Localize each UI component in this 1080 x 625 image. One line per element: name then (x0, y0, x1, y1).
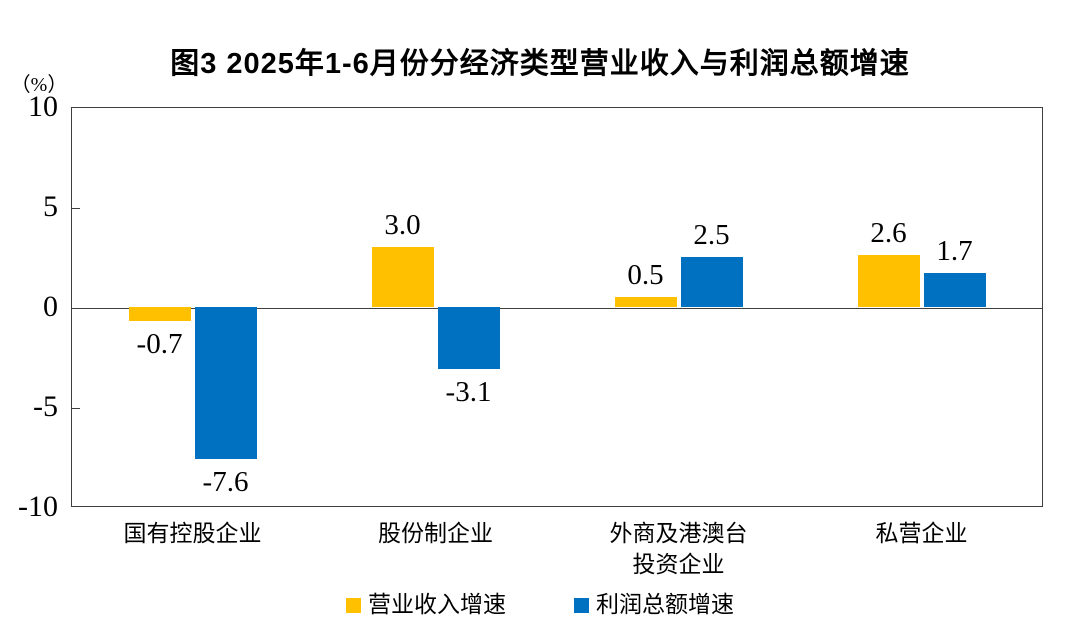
y-tick-label: 5 (43, 190, 58, 223)
zero-gridline (72, 308, 1042, 309)
y-tick-label: 0 (43, 290, 58, 323)
legend-label: 利润总额增速 (596, 592, 734, 617)
bar-value-label: 1.7 (936, 235, 973, 267)
category-label: 股份制企业 (378, 521, 493, 546)
bar-营业收入增速 (857, 255, 920, 307)
bar-value-label: 2.6 (870, 217, 907, 249)
chart-title: 图3 2025年1-6月份分经济类型营业收入与利润总额增速 (170, 48, 910, 80)
bar-营业收入增速 (128, 307, 191, 321)
legend-swatch (346, 597, 361, 613)
legend-item: 营业收入增速 (346, 592, 506, 618)
category-label: 外商及港澳台 投资企业 (609, 521, 748, 577)
y-tick-mark (72, 408, 80, 409)
bar-利润总额增速 (194, 307, 257, 459)
bar-利润总额增速 (923, 273, 986, 307)
legend: 营业收入增速 利润总额增速 (0, 592, 1080, 618)
bar-营业收入增速 (371, 247, 434, 307)
category-label: 国有控股企业 (123, 521, 262, 546)
bar-value-label: 3.0 (384, 209, 421, 241)
legend-item: 利润总额增速 (574, 592, 734, 618)
y-tick-mark (72, 208, 80, 209)
category-label: 私营企业 (875, 521, 968, 546)
bar-value-label: 0.5 (627, 259, 664, 291)
bar-value-label: 2.5 (693, 219, 730, 251)
y-axis-unit-label: （%） (10, 74, 68, 96)
y-tick-label: 10 (28, 90, 58, 123)
bar-利润总额增速 (437, 307, 500, 369)
legend-swatch (574, 597, 589, 613)
legend-label: 营业收入增速 (368, 592, 506, 617)
bar-value-label: -7.6 (202, 466, 249, 498)
bar-利润总额增速 (680, 257, 743, 307)
bar-营业收入增速 (614, 297, 677, 307)
y-tick-label: -10 (18, 490, 58, 523)
bar-value-label: -0.7 (136, 328, 183, 360)
bar-value-label: -3.1 (445, 376, 492, 408)
y-tick-label: -5 (33, 390, 58, 423)
